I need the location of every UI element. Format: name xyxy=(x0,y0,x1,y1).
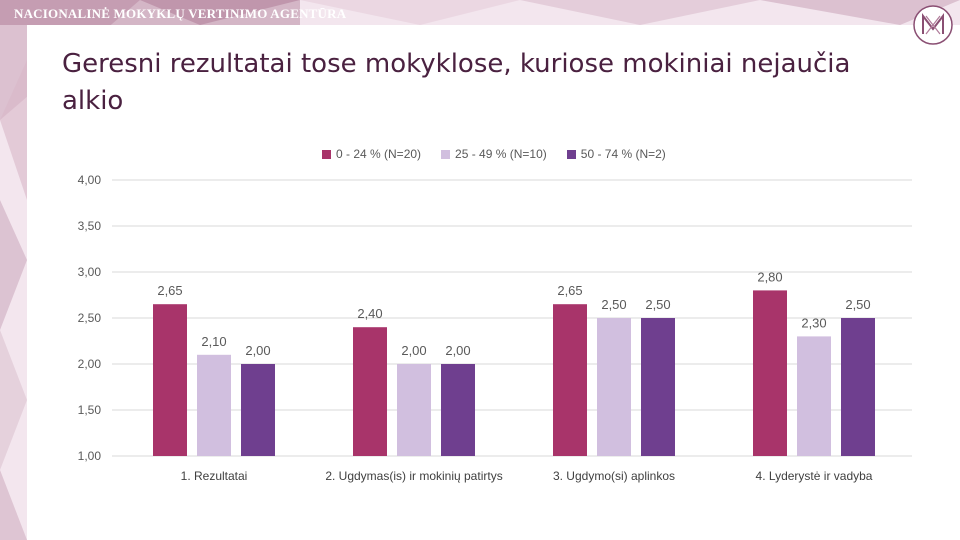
chart-legend: 0 - 24 % (N=20) 25 - 49 % (N=10) 50 - 74… xyxy=(322,146,666,162)
data-label: 2,80 xyxy=(757,269,782,284)
y-tick-label: 1,00 xyxy=(78,449,102,463)
bar xyxy=(441,364,475,456)
bar xyxy=(641,318,675,456)
y-tick-label: 4,00 xyxy=(78,173,102,187)
y-tick-label: 2,50 xyxy=(78,311,102,325)
data-label: 2,40 xyxy=(357,306,382,321)
x-tick-label: 2. Ugdymas(is) ir mokinių patirtys xyxy=(325,469,502,483)
bar xyxy=(553,304,587,456)
x-tick-label: 1. Rezultatai xyxy=(181,469,248,483)
data-label: 2,65 xyxy=(157,283,182,298)
bar xyxy=(353,327,387,456)
bar xyxy=(753,290,787,456)
agency-name: NACIONALINĖ MOKYKLŲ VERTINIMO AGENTŪRA xyxy=(14,6,347,21)
y-tick-label: 3,00 xyxy=(78,265,102,279)
legend-label-series-2: 25 - 49 % (N=10) xyxy=(455,147,547,161)
legend-label-series-1: 0 - 24 % (N=20) xyxy=(336,147,422,161)
x-tick-label: 4. Lyderystė ir vadyba xyxy=(756,469,873,483)
data-label: 2,50 xyxy=(645,297,670,312)
data-label: 2,10 xyxy=(201,334,226,349)
bar xyxy=(153,304,187,456)
data-label: 2,00 xyxy=(445,343,470,358)
data-label: 2,00 xyxy=(401,343,426,358)
bar xyxy=(397,364,431,456)
legend-item-series-2: 25 - 49 % (N=10) xyxy=(441,147,547,161)
legend-item-series-3: 50 - 74 % (N=2) xyxy=(566,147,666,161)
bar xyxy=(797,336,831,456)
bar xyxy=(597,318,631,456)
legend-swatch-series-1 xyxy=(322,149,331,159)
y-tick-label: 1,50 xyxy=(78,403,102,417)
data-label: 2,30 xyxy=(801,315,826,330)
data-label: 2,65 xyxy=(557,283,582,298)
x-tick-label: 3. Ugdymo(si) aplinkos xyxy=(553,469,675,483)
legend-swatch-series-2 xyxy=(441,149,451,159)
legend-label-series-3: 50 - 74 % (N=2) xyxy=(580,147,666,161)
page-title: Geresni rezultatai tose mokyklose, kurio… xyxy=(62,49,851,116)
y-tick-label: 3,50 xyxy=(78,219,102,233)
legend-item-series-1: 0 - 24 % (N=20) xyxy=(322,147,421,161)
data-label: 2,00 xyxy=(245,343,270,358)
nmva-logo-icon xyxy=(913,5,953,45)
data-label: 2,50 xyxy=(601,297,626,312)
data-label: 2,50 xyxy=(845,297,870,312)
y-tick-label: 2,00 xyxy=(78,357,102,371)
bar xyxy=(241,364,275,456)
legend-swatch-series-3 xyxy=(566,149,576,159)
bar xyxy=(841,318,875,456)
bar xyxy=(197,354,231,456)
